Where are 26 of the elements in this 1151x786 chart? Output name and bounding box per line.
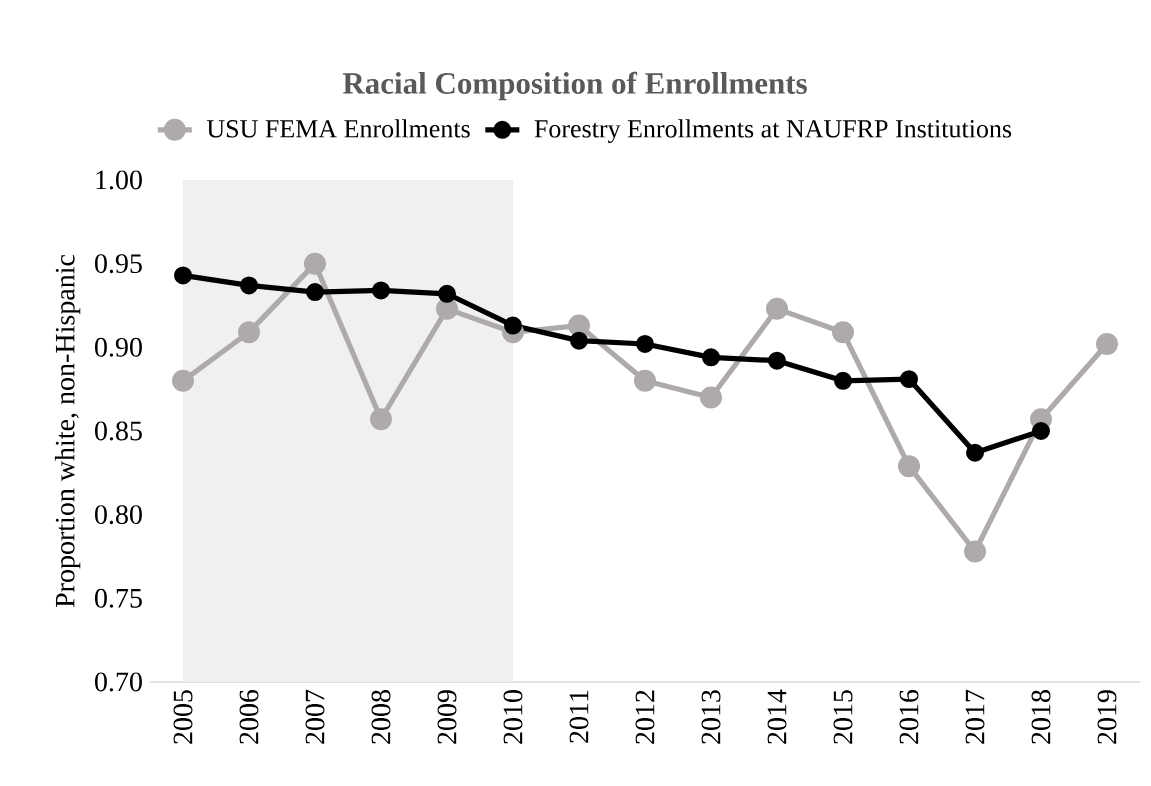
y-axis-title: Proportion white, non-Hispanic [54, 254, 81, 608]
x-tick-label: 2005 [173, 690, 193, 744]
y-tick-label: 0.80 [95, 505, 142, 525]
x-tick-label: 2006 [239, 689, 259, 744]
y-tick-label: 0.95 [95, 254, 142, 274]
x-tick-label: 2018 [1031, 690, 1051, 744]
x-tick-label: 2012 [635, 690, 655, 744]
x-tick-label: 2007 [305, 689, 325, 744]
y-tick-label: 0.75 [95, 588, 142, 608]
y-tick-label: 0.85 [95, 421, 142, 441]
legend-label: USU FEMA Enrollments [206, 119, 470, 138]
x-tick-label: 2016 [899, 689, 919, 744]
chart-title: Racial Composition of Enrollments [342, 71, 807, 101]
y-tick-label: 0.90 [95, 337, 142, 357]
x-tick-label: 2010 [503, 690, 523, 744]
x-tick-label: 2009 [437, 690, 457, 744]
legend-label: Forestry Enrollments at NAUFRP Institutions [534, 119, 1012, 143]
y-tick-label: 0.70 [95, 672, 142, 692]
x-tick-label: 2013 [701, 690, 721, 744]
y-tick-label: 1.00 [96, 170, 142, 190]
x-tick-label: 2019 [1097, 690, 1117, 744]
x-tick-label: 2011 [569, 690, 589, 743]
x-tick-label: 2017 [965, 689, 985, 744]
x-tick-label: 2014 [767, 689, 787, 744]
x-tick-label: 2008 [371, 690, 391, 744]
x-tick-label: 2015 [833, 690, 853, 744]
